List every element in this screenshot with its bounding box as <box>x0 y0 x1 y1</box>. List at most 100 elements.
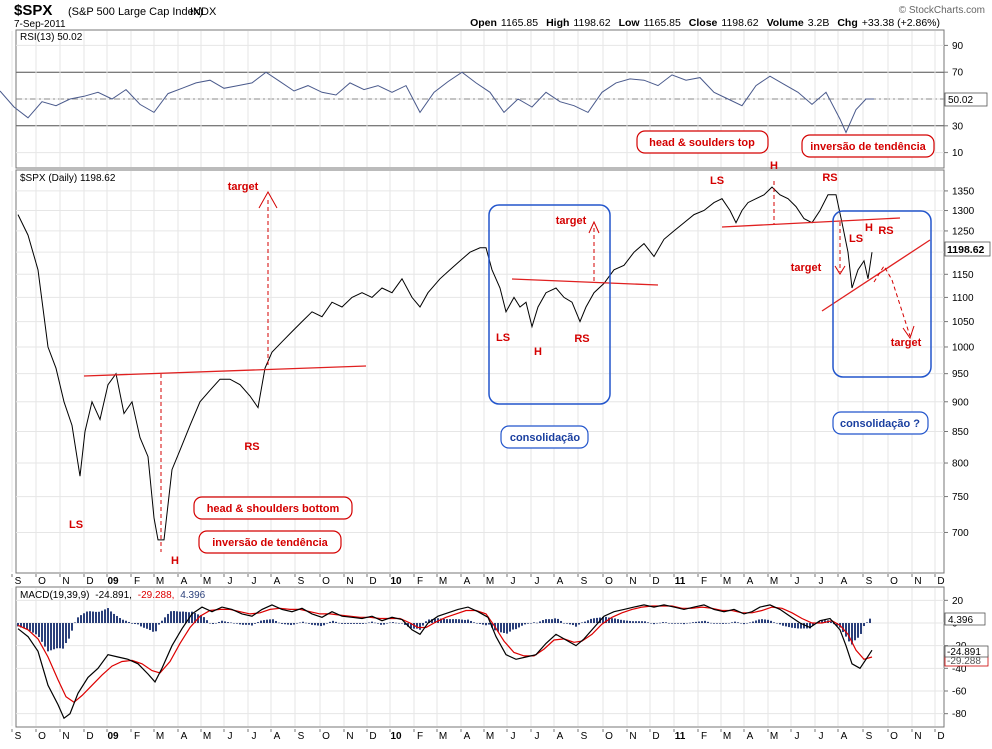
histogram-bar <box>179 611 181 623</box>
histogram-bar <box>830 621 832 623</box>
date-tick-label: J <box>252 576 257 587</box>
date-tick-label: F <box>134 576 140 587</box>
histogram-bar <box>119 618 121 623</box>
price-tick-label: 1250 <box>952 226 975 237</box>
rsi-legend: RSI(13) 50.02 <box>20 32 83 43</box>
right-shoulder-label: RS <box>244 441 259 453</box>
histogram-bar <box>173 610 175 623</box>
annotation-box <box>801 134 935 158</box>
histogram-bar <box>224 621 226 623</box>
quote-label: Volume <box>767 17 804 29</box>
date-tick-label: M <box>770 576 778 587</box>
neckline-hs-top <box>721 217 901 228</box>
date-tick-label: O <box>605 576 613 587</box>
histogram-bar <box>236 623 238 624</box>
histogram-bar <box>74 622 76 623</box>
histogram-bar <box>824 620 826 623</box>
histogram-bar <box>242 623 244 625</box>
quote-value: 3.2B <box>808 17 830 29</box>
histogram-bar <box>215 623 217 624</box>
histogram-bar <box>47 623 49 652</box>
date-tick-label: S <box>298 731 305 742</box>
left-shoulder-label: LS <box>496 332 510 344</box>
signal-value-tag-text: -29.288 <box>947 656 981 667</box>
macd-panel: 200-20-40-60-80 MACD(19,39,9) -24.891, -… <box>11 586 989 728</box>
quote-label: Close <box>689 17 718 29</box>
price-tick-label: 1000 <box>952 342 975 353</box>
macd-tick-label: -80 <box>952 709 967 720</box>
histogram-bar <box>527 623 529 624</box>
price-grid <box>11 171 944 572</box>
histogram-bar <box>821 620 823 623</box>
quote-value: 1198.62 <box>573 17 610 29</box>
quote-value: 1198.62 <box>721 17 758 29</box>
histogram-bar <box>608 617 610 623</box>
date-tick-label: D <box>937 576 944 587</box>
histogram-bar <box>338 622 340 624</box>
histogram-bar <box>617 619 619 623</box>
quote-label: High <box>546 17 569 29</box>
rsi-annotation-hs-top: head & soulders top <box>636 130 769 154</box>
histogram-bar <box>368 622 370 624</box>
histogram-bar <box>794 623 796 629</box>
annotation-box <box>193 496 353 520</box>
macd-legend-histogram: 4.396 <box>180 590 205 601</box>
histogram-bar <box>722 623 724 624</box>
date-tick-label: N <box>914 731 921 742</box>
histogram-bar <box>92 611 94 623</box>
histogram-bar <box>389 622 391 624</box>
date-tick-label: S <box>15 731 22 742</box>
left-shoulder-label: LS <box>69 519 83 531</box>
price-tick-label: 800 <box>952 459 969 470</box>
histogram-bar <box>770 620 772 623</box>
histogram-bar <box>83 613 85 623</box>
histogram-bar <box>731 622 733 623</box>
histogram-bar <box>443 618 445 623</box>
date-tick-label: S <box>866 576 873 587</box>
histogram-bar <box>146 623 148 629</box>
date-tick-label: D <box>86 731 93 742</box>
histogram-bar <box>176 611 178 623</box>
date-tick-label: F <box>417 731 423 742</box>
histogram-bar <box>623 620 625 623</box>
rsi-tick-label: 90 <box>952 41 964 52</box>
histogram-bar <box>656 623 658 624</box>
histogram-bar <box>779 623 781 625</box>
date-tick-label: M <box>156 576 164 587</box>
rsi-annotation-reversal: inversão de tendência <box>801 134 935 158</box>
histogram-bar <box>383 623 385 625</box>
histogram-bar <box>380 623 382 625</box>
histogram-bar <box>371 621 373 623</box>
date-tick-label: M <box>156 731 164 742</box>
histogram-bar <box>458 619 460 623</box>
target-arrow <box>834 265 846 275</box>
macd-legend-signal: -29.288, <box>138 590 175 601</box>
date-tick-label: 11 <box>675 576 686 587</box>
date-tick-label: O <box>890 731 898 742</box>
date-tick-label: A <box>747 576 754 587</box>
histogram-bar <box>632 621 634 623</box>
histogram-bar <box>116 615 118 623</box>
rsi-value-tag <box>944 92 988 107</box>
date-tick-label: F <box>701 576 707 587</box>
histogram-bar <box>455 619 457 623</box>
histogram-bar <box>782 623 784 626</box>
histogram-bar <box>266 619 268 623</box>
target-label: target <box>891 337 922 349</box>
histogram-bar <box>596 617 598 623</box>
neckline-consolidation <box>511 278 659 286</box>
histogram-bar <box>50 623 52 651</box>
histogram-bar <box>161 620 163 623</box>
histogram-bar <box>506 623 508 634</box>
quote-line: Open 1165.85 High 1198.62 Low 1165.85 Close 119… <box>470 17 940 29</box>
histogram-bar <box>854 623 856 641</box>
histogram-bar <box>185 611 187 623</box>
histogram-bar <box>131 623 133 624</box>
histogram-bar <box>719 623 721 624</box>
date-tick-label: A <box>747 731 754 742</box>
consolidation-label: consolidação <box>510 432 581 444</box>
date-tick-label: A <box>181 576 188 587</box>
histogram-bar <box>62 623 64 649</box>
histogram-bar <box>590 618 592 623</box>
histogram-bar <box>581 622 583 623</box>
